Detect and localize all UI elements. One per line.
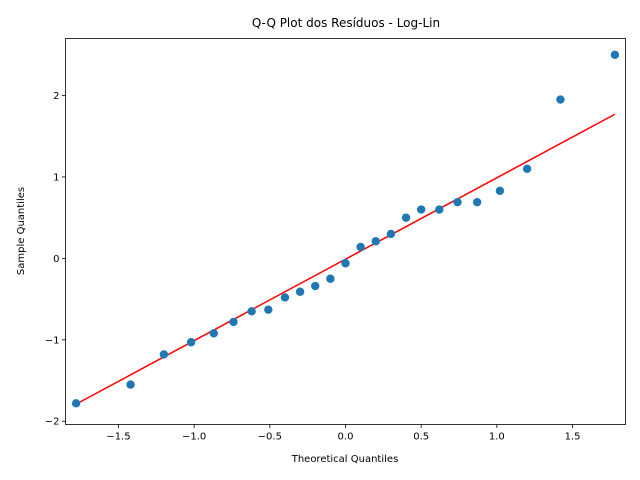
data-point [295,287,305,296]
x-tick-label: 0.5 [413,432,429,443]
data-point [435,205,444,214]
data-points [71,50,620,408]
data-point [401,213,411,222]
y-tick-label: −1 [45,335,60,346]
data-point [186,338,196,347]
data-point [495,186,505,195]
data-point [229,317,238,327]
data-point [264,305,273,314]
data-point [371,237,380,246]
x-tick-label: 1.5 [565,432,581,443]
data-point [247,307,256,316]
data-point [126,380,135,389]
data-point [416,205,426,214]
y-axis-ticks: −2 −1 0 1 2 [45,91,66,428]
data-point [71,399,81,408]
y-axis-label: Sample Quantiles [16,187,27,275]
y-tick-label: 2 [53,91,59,102]
data-point [556,95,565,104]
data-point [386,229,396,239]
data-point [209,329,219,338]
x-tick-label: −1.5 [106,432,130,443]
data-point [472,197,482,207]
data-point [311,281,320,291]
data-point [280,293,290,302]
y-tick-label: 1 [53,172,59,183]
plot-area-frame [65,38,626,425]
x-tick-label: −1.0 [182,432,206,443]
data-point [159,350,169,359]
x-axis-ticks: −1.5 −1.0 −0.5 0.0 0.5 1.0 1.5 [106,424,581,443]
data-point [341,259,350,268]
y-tick-label: 0 [53,254,59,265]
x-tick-label: −0.5 [258,432,282,443]
data-point [453,197,462,207]
data-point [326,274,335,283]
chart-title: Q-Q Plot dos Resíduos - Log-Lin [252,16,440,30]
x-tick-label: 1.0 [489,432,505,443]
y-tick-label: −2 [45,417,60,428]
x-axis-label: Theoretical Quantiles [291,454,399,465]
data-point [522,164,532,173]
data-point [356,242,365,252]
data-point [610,50,620,59]
x-tick-label: 0.0 [338,432,354,443]
